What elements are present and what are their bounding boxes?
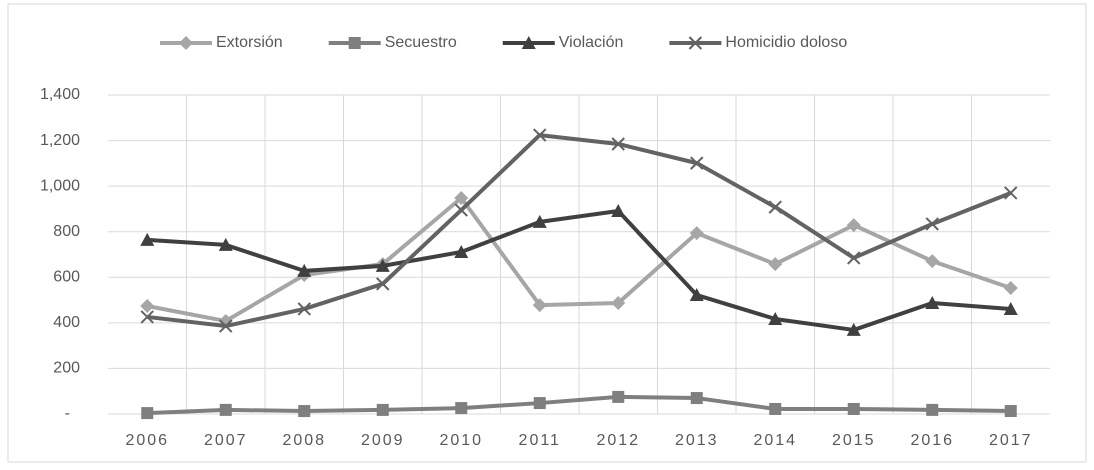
marker xyxy=(298,405,311,418)
marker xyxy=(1004,186,1018,200)
marker xyxy=(376,403,389,416)
x-tick-label: 2007 xyxy=(204,432,248,449)
y-tick-label: 800 xyxy=(53,223,80,240)
legend-label: Secuestro xyxy=(385,34,457,51)
y-tick-label: 1,400 xyxy=(40,86,80,103)
marker xyxy=(925,254,940,269)
marker xyxy=(690,156,704,170)
marker xyxy=(533,397,546,410)
marker xyxy=(847,402,860,415)
x-tick-label: 2017 xyxy=(989,432,1033,449)
marker xyxy=(218,237,233,251)
marker xyxy=(769,402,782,415)
x-tick-label: 2006 xyxy=(125,432,169,449)
marker xyxy=(925,296,940,310)
marker xyxy=(297,263,312,277)
marker xyxy=(532,214,547,228)
marker xyxy=(846,322,861,336)
marker xyxy=(768,200,782,214)
x-tick-label: 2008 xyxy=(282,432,326,449)
x-tick-label: 2010 xyxy=(439,432,483,449)
marker xyxy=(690,392,703,405)
marker xyxy=(376,277,390,291)
legend-marker xyxy=(521,36,536,49)
marker xyxy=(1003,301,1018,315)
marker xyxy=(846,218,861,233)
marker xyxy=(140,310,154,324)
x-tick-label: 2014 xyxy=(753,432,797,449)
x-tick-label: 2015 xyxy=(832,432,876,449)
chart-border xyxy=(7,3,1087,463)
y-tick-label: 400 xyxy=(53,314,80,331)
marker xyxy=(689,226,704,241)
series-line xyxy=(146,195,1012,324)
marker xyxy=(219,403,232,416)
marker xyxy=(611,203,626,217)
marker xyxy=(140,232,155,246)
legend-label: Extorsión xyxy=(216,34,283,51)
legend-marker xyxy=(348,37,361,49)
marker xyxy=(925,217,939,231)
marker xyxy=(141,407,154,420)
y-tick-label: - xyxy=(65,405,70,422)
marker xyxy=(847,251,861,265)
x-tick-label: 2011 xyxy=(519,432,561,449)
marker xyxy=(219,319,233,333)
marker xyxy=(1004,405,1017,418)
marker xyxy=(611,296,626,311)
marker xyxy=(454,244,469,258)
marker xyxy=(768,311,783,325)
marker xyxy=(689,288,704,302)
series-line xyxy=(147,208,1011,332)
y-tick-label: 200 xyxy=(53,360,80,377)
marker xyxy=(611,137,625,151)
series-line xyxy=(147,394,1011,416)
legend-label: Violación xyxy=(559,34,624,51)
legend-marker xyxy=(179,36,193,50)
marker xyxy=(1003,280,1018,295)
series-line xyxy=(147,133,1012,329)
marker xyxy=(375,258,390,272)
marker xyxy=(532,298,547,313)
x-tick-label: 2009 xyxy=(361,432,405,449)
x-tick-label: 2012 xyxy=(596,432,640,449)
x-tick-label: 2013 xyxy=(675,432,719,449)
marker xyxy=(454,203,468,217)
marker xyxy=(455,402,468,415)
y-tick-label: 600 xyxy=(53,269,80,286)
marker xyxy=(926,403,939,416)
marker xyxy=(140,298,155,313)
y-tick-label: 1,000 xyxy=(40,177,80,194)
legend-label: Homicidio doloso xyxy=(725,34,847,51)
marker xyxy=(533,128,547,142)
legend-marker xyxy=(688,36,703,50)
y-tick-label: 1,200 xyxy=(40,132,80,149)
marker xyxy=(297,302,311,316)
marker xyxy=(454,190,469,205)
marker xyxy=(768,257,783,272)
marker xyxy=(612,390,625,403)
x-tick-label: 2016 xyxy=(910,432,954,449)
